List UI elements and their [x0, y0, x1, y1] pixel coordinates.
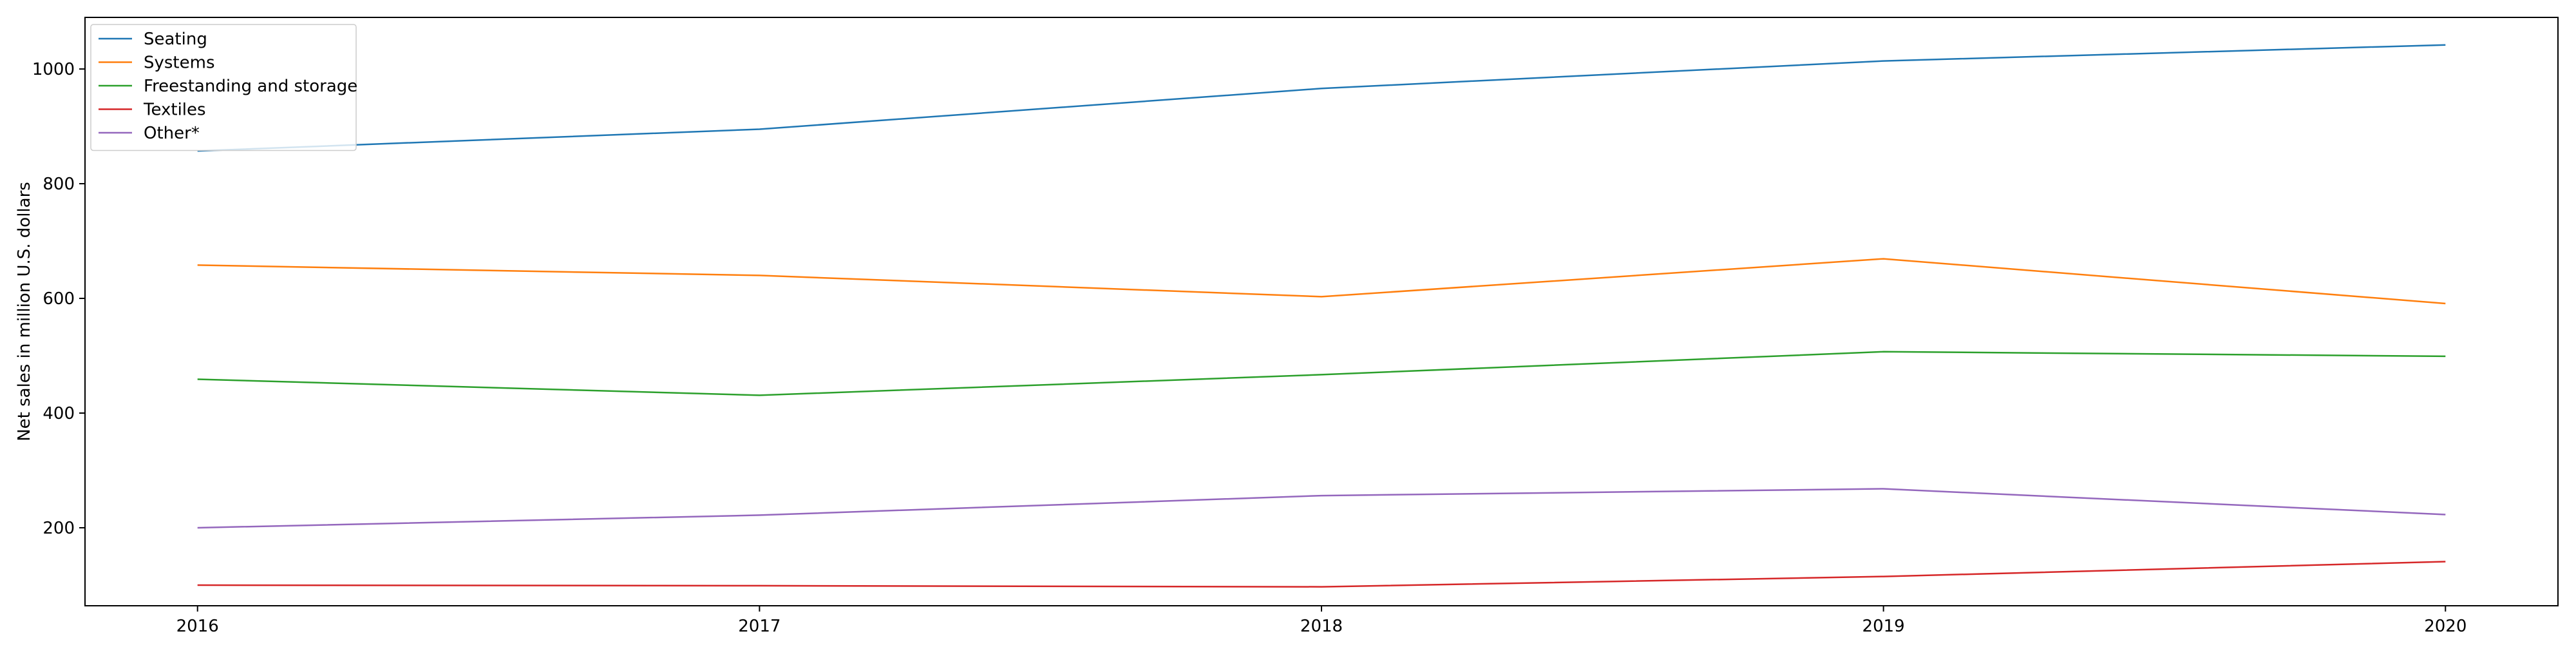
- series-line-1: [197, 258, 2446, 305]
- x-tick-label: 2017: [738, 617, 781, 636]
- y-tick-label: 400: [43, 404, 75, 423]
- x-tick-label: 2018: [1300, 617, 1343, 636]
- y-axis: 200 400 600 800 1000: [32, 60, 85, 538]
- legend-label-0: Seating: [144, 30, 207, 49]
- series-line-3: [197, 561, 2446, 588]
- y-tick-label: 1000: [32, 60, 75, 79]
- y-axis-label: Net sales in million U.S. dollars: [15, 182, 34, 441]
- legend-box: [90, 24, 357, 151]
- legend-label-4: Other*: [144, 124, 200, 143]
- series-line-4: [197, 488, 2446, 529]
- x-axis: 2016 2017 2018 2019 2020: [176, 606, 2467, 636]
- legend-label-1: Systems: [144, 53, 215, 73]
- legend-label-2: Freestanding and storage: [144, 77, 357, 96]
- y-tick-label: 200: [43, 519, 75, 538]
- series-line-2: [197, 351, 2446, 396]
- y-tick-label: 600: [43, 289, 75, 309]
- plot-area-frame: [84, 17, 2559, 606]
- x-tick-label: 2020: [2424, 617, 2467, 636]
- legend-label-3: Textiles: [143, 101, 206, 120]
- series-line-0: [197, 44, 2446, 152]
- legend: Seating Systems Freestanding and storage Te…: [90, 24, 357, 151]
- series-lines: [197, 44, 2446, 588]
- x-tick-label: 2016: [176, 617, 219, 636]
- y-tick-label: 800: [43, 175, 75, 194]
- x-tick-label: 2019: [1862, 617, 1905, 636]
